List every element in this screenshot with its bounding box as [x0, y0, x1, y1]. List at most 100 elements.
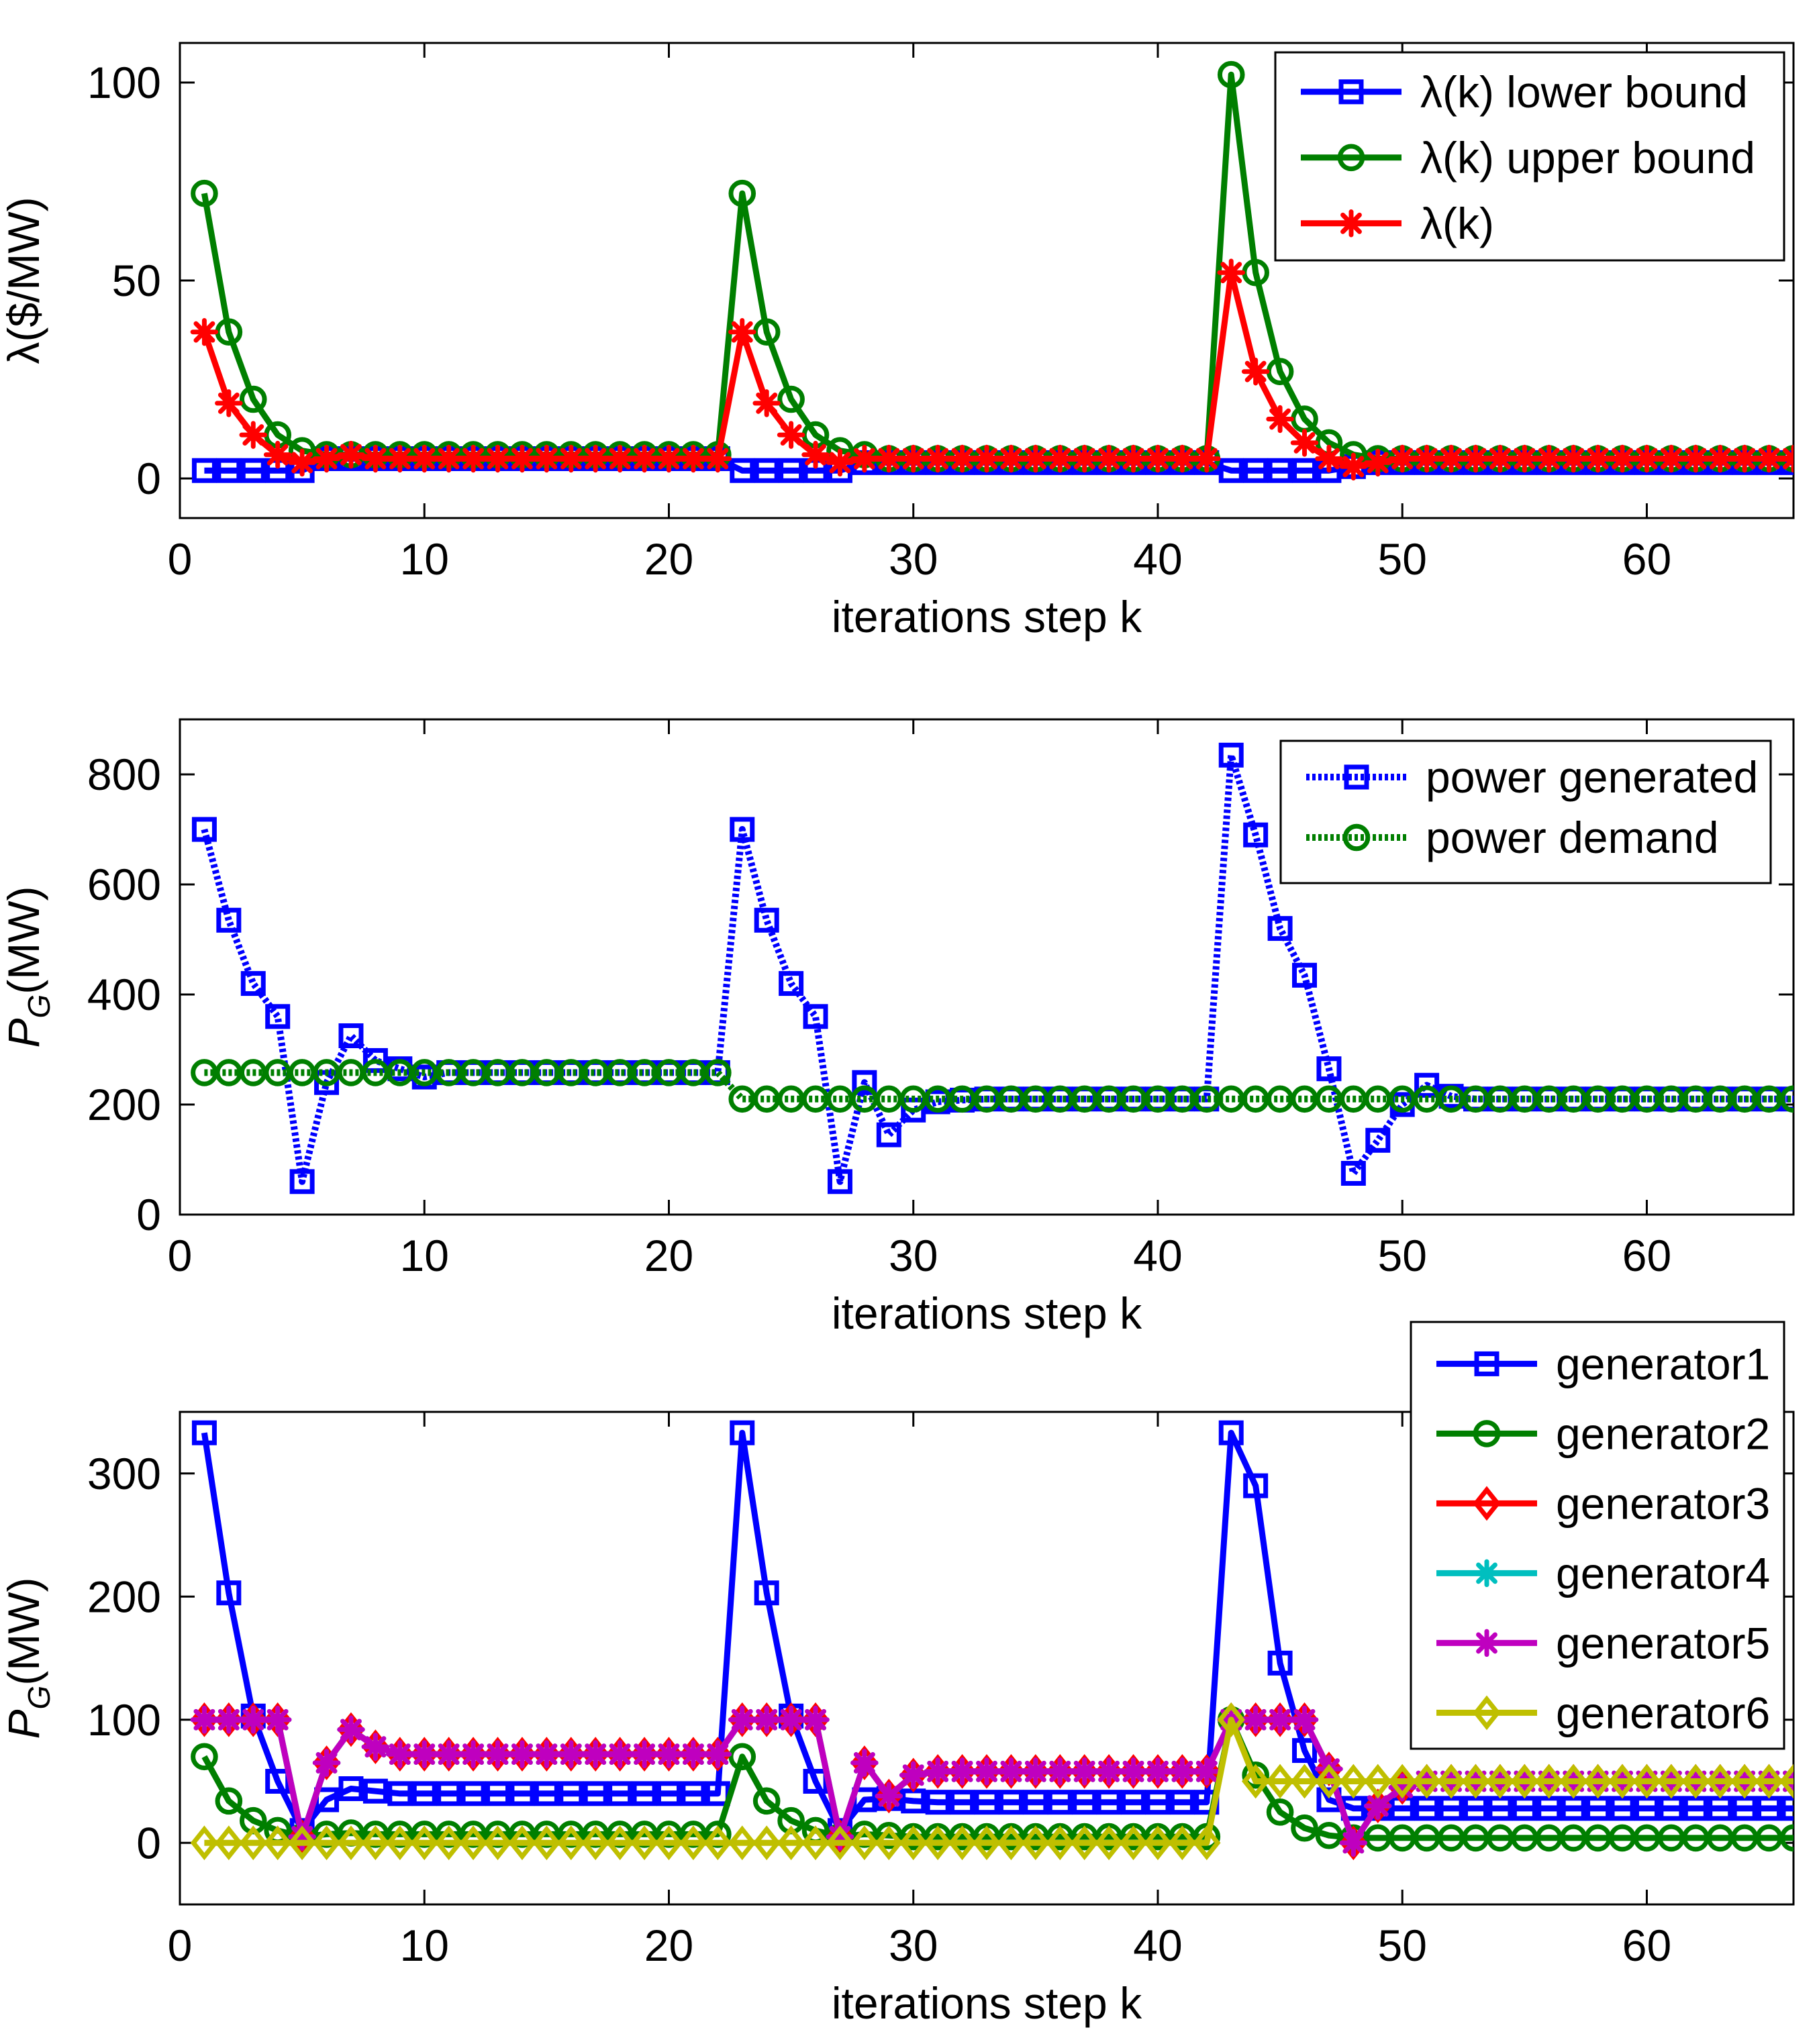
legend-entry-power-demand: power demand	[1306, 813, 1719, 862]
data-point	[483, 444, 512, 473]
data-point	[387, 1781, 413, 1806]
data-point	[1292, 458, 1318, 483]
x-axis-label: iterations step k	[832, 1288, 1142, 1338]
data-point	[779, 458, 804, 483]
legend-marker	[1344, 764, 1369, 790]
data-point	[752, 1706, 781, 1734]
data-point	[1681, 1764, 1710, 1799]
data-point	[998, 1790, 1024, 1815]
data-point	[190, 317, 219, 346]
data-point	[1047, 1790, 1073, 1815]
series-layer	[190, 1420, 1793, 1861]
x-tick-label: 30	[889, 1231, 938, 1280]
legend: generator1 generator2 generator3 generator4…	[1410, 1321, 1785, 1750]
data-point	[1292, 962, 1318, 988]
data-point	[1242, 1761, 1269, 1789]
data-point	[681, 1781, 706, 1806]
data-point	[850, 1749, 879, 1777]
data-point	[215, 1825, 243, 1861]
legend-entry-power-generated: power generated	[1306, 752, 1758, 802]
legend-entry-generator6: generator6	[1436, 1688, 1770, 1737]
data-point	[338, 1023, 364, 1048]
data-point	[730, 458, 755, 483]
data-point	[1291, 1814, 1318, 1842]
data-point	[1023, 1790, 1048, 1815]
y-tick-label: 0	[136, 454, 161, 503]
data-point	[191, 1420, 217, 1445]
data-point	[1121, 1790, 1146, 1815]
data-point	[1510, 444, 1539, 473]
y-tick-label: 400	[87, 970, 161, 1019]
data-point	[1071, 1825, 1099, 1861]
data-point	[263, 1706, 292, 1734]
data-point	[485, 1781, 511, 1806]
legend-label: λ(k) lower bound	[1420, 67, 1748, 117]
data-point	[1243, 458, 1269, 483]
data-point	[1193, 1823, 1221, 1851]
series-layer	[191, 742, 1793, 1194]
legend-entry-k: λ(k)	[1301, 199, 1494, 248]
data-point	[508, 1740, 536, 1768]
y-tick-label: 0	[136, 1190, 161, 1239]
data-point	[483, 1825, 512, 1861]
legend-box	[1279, 739, 1772, 884]
x-tick-label: 60	[1622, 534, 1671, 584]
legend-label: generator3	[1556, 1478, 1770, 1528]
data-point	[875, 1825, 903, 1861]
data-point	[1657, 444, 1685, 473]
data-point	[459, 444, 487, 473]
data-point	[925, 1790, 950, 1815]
data-point	[1583, 1764, 1612, 1799]
y-tick-label: 200	[87, 1080, 161, 1129]
series-power-demand	[191, 1059, 1793, 1113]
data-point	[850, 1825, 879, 1861]
data-point	[827, 1169, 852, 1194]
data-point	[730, 1420, 755, 1445]
legend-box	[1410, 1321, 1785, 1750]
data-point	[288, 1825, 316, 1861]
data-point	[1168, 1825, 1197, 1861]
data-point	[581, 1740, 609, 1768]
y-axis-label: λ($/MW)	[0, 197, 48, 364]
series-generator6	[190, 1702, 1793, 1861]
data-point	[1779, 1085, 1793, 1113]
data-point	[1535, 1764, 1563, 1799]
data-point	[1241, 357, 1270, 386]
data-point	[1339, 1829, 1368, 1857]
data-point	[1145, 1790, 1171, 1815]
data-point	[973, 444, 1001, 473]
data-point	[679, 444, 707, 473]
data-point	[215, 1706, 243, 1734]
x-tick-label: 10	[400, 1921, 449, 1970]
data-point	[1119, 1757, 1148, 1786]
data-point	[288, 448, 316, 477]
data-point	[1218, 742, 1244, 768]
data-point	[752, 389, 781, 417]
data-point	[1193, 1757, 1221, 1786]
legend-entry-generator5: generator5	[1436, 1618, 1770, 1668]
data-point	[1218, 458, 1244, 483]
data-point	[948, 1825, 977, 1861]
data-point	[289, 1169, 315, 1194]
data-point	[1144, 1757, 1172, 1786]
data-point	[1779, 444, 1793, 473]
data-point	[460, 1781, 486, 1806]
data-point	[1414, 1072, 1440, 1098]
x-tick-label: 10	[400, 534, 449, 584]
data-point	[703, 1740, 732, 1768]
legend-marker	[1474, 1351, 1500, 1376]
data-point	[826, 448, 854, 477]
data-point	[483, 1740, 512, 1768]
data-point	[1022, 1825, 1050, 1861]
data-point	[1290, 429, 1319, 457]
data-point	[777, 1706, 805, 1734]
data-point	[240, 971, 266, 997]
data-point	[1169, 1790, 1195, 1815]
data-point	[534, 1781, 559, 1806]
data-point	[216, 458, 242, 483]
data-point	[1681, 444, 1710, 473]
legend-label: power demand	[1426, 813, 1719, 862]
data-point	[1290, 1706, 1319, 1734]
data-point	[948, 444, 977, 473]
data-point	[1583, 444, 1612, 473]
